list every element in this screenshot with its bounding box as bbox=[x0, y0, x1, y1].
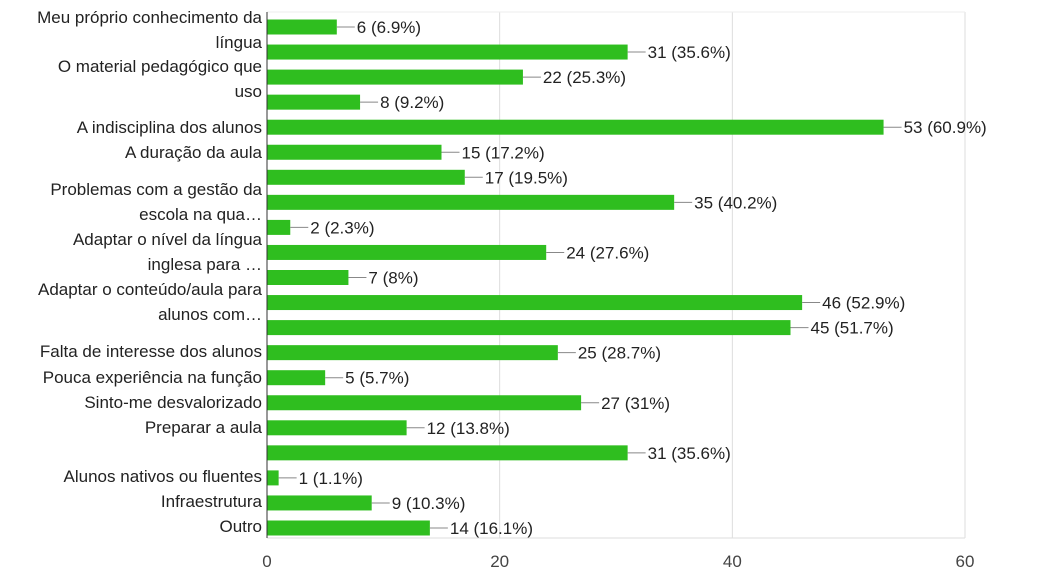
category-label: A duração da aula bbox=[125, 143, 263, 162]
category-label: uso bbox=[235, 82, 262, 101]
data-label: 6 (6.9%) bbox=[357, 18, 421, 37]
data-label: 46 (52.9%) bbox=[822, 294, 905, 313]
category-label: Preparar a aula bbox=[145, 418, 263, 437]
bar bbox=[267, 144, 442, 160]
bar bbox=[267, 219, 291, 235]
bar bbox=[267, 119, 884, 135]
category-labels: Meu próprio conhecimento da língua O mater… bbox=[37, 8, 262, 536]
category-label: Adaptar o nível da língua bbox=[73, 230, 263, 249]
bar bbox=[267, 69, 523, 85]
data-label: 22 (25.3%) bbox=[543, 68, 626, 87]
bar bbox=[267, 445, 628, 461]
bar bbox=[267, 94, 361, 110]
x-tick-label: 0 bbox=[262, 552, 271, 571]
category-label: língua bbox=[216, 33, 263, 52]
x-tick-label: 40 bbox=[723, 552, 742, 571]
data-label: 8 (9.2%) bbox=[380, 93, 444, 112]
category-label: Alunos nativos ou fluentes bbox=[64, 467, 262, 486]
bar bbox=[267, 295, 803, 311]
category-label: A indisciplina dos alunos bbox=[77, 118, 262, 137]
data-label: 15 (17.2%) bbox=[462, 143, 545, 162]
data-label: 24 (27.6%) bbox=[566, 243, 649, 262]
data-label: 1 (1.1%) bbox=[299, 469, 363, 488]
category-label: Problemas com a gestão da bbox=[50, 180, 262, 199]
bar bbox=[267, 270, 349, 285]
data-label: 27 (31%) bbox=[601, 394, 670, 413]
data-label: 14 (16.1%) bbox=[450, 519, 533, 538]
bar bbox=[267, 194, 675, 210]
category-label: Infraestrutura bbox=[161, 492, 263, 511]
category-label: Adaptar o conteúdo/aula para bbox=[38, 280, 263, 299]
x-axis-ticks: 0 20 40 60 bbox=[262, 552, 974, 571]
bars bbox=[267, 19, 884, 536]
bar bbox=[267, 520, 430, 536]
bar bbox=[267, 370, 326, 386]
x-tick-label: 60 bbox=[956, 552, 975, 571]
data-label: 17 (19.5%) bbox=[485, 168, 568, 187]
data-label: 5 (5.7%) bbox=[345, 369, 409, 388]
x-tick-label: 20 bbox=[490, 552, 509, 571]
data-label: 45 (51.7%) bbox=[811, 319, 894, 338]
category-label: Falta de interesse dos alunos bbox=[40, 342, 262, 361]
bar bbox=[267, 244, 547, 260]
data-label: 2 (2.3%) bbox=[310, 218, 374, 237]
bar bbox=[267, 19, 337, 35]
data-labels: 6 (6.9%) 31 (35.6%) 22 (25.3%) 8 (9.2%) 53 (… bbox=[278, 18, 987, 538]
bar bbox=[267, 320, 791, 336]
data-label: 12 (13.8%) bbox=[427, 419, 510, 438]
category-label: escola na qua… bbox=[139, 205, 262, 224]
data-label: 25 (28.7%) bbox=[578, 344, 661, 363]
data-label: 31 (35.6%) bbox=[648, 43, 731, 62]
data-label: 53 (60.9%) bbox=[904, 118, 987, 137]
category-label: Meu próprio conhecimento da bbox=[37, 8, 262, 27]
data-label: 31 (35.6%) bbox=[648, 444, 731, 463]
bar bbox=[267, 470, 279, 486]
bar bbox=[267, 44, 628, 60]
category-label: Outro bbox=[219, 517, 262, 536]
data-label: 35 (40.2%) bbox=[694, 193, 777, 212]
bar bbox=[267, 345, 558, 361]
bar bbox=[267, 420, 407, 436]
bar bbox=[267, 395, 582, 411]
category-label: O material pedagógico que bbox=[58, 57, 262, 76]
data-label: 9 (10.3%) bbox=[392, 494, 466, 513]
category-label: Sinto-me desvalorizado bbox=[84, 393, 262, 412]
category-label: inglesa para … bbox=[148, 255, 262, 274]
category-label: alunos com… bbox=[158, 305, 262, 324]
bar bbox=[267, 495, 372, 511]
data-label: 7 (8%) bbox=[368, 269, 418, 288]
category-label: Pouca experiência na função bbox=[43, 368, 262, 387]
bar bbox=[267, 169, 465, 185]
